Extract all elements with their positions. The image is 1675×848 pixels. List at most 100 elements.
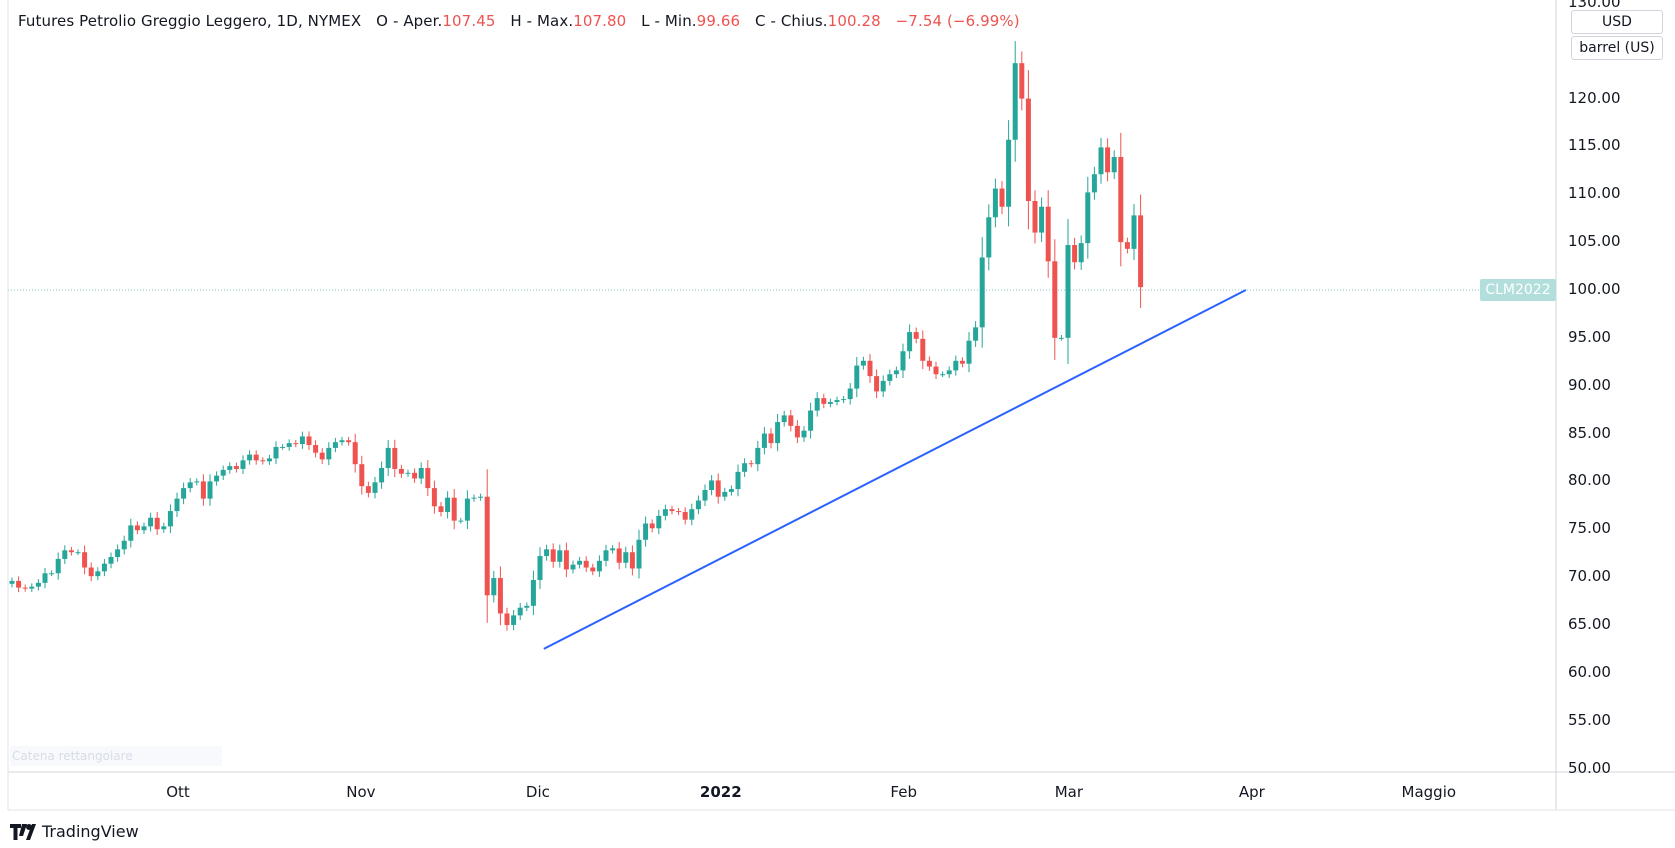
candle[interactable]	[794, 425, 800, 438]
candle[interactable]	[339, 440, 345, 443]
candle[interactable]	[676, 511, 682, 513]
candle[interactable]	[1091, 174, 1097, 193]
candle[interactable]	[874, 376, 880, 392]
candle[interactable]	[623, 552, 629, 563]
candle[interactable]	[986, 217, 992, 258]
candle[interactable]	[227, 466, 233, 470]
candle[interactable]	[722, 491, 728, 497]
candle[interactable]	[913, 332, 919, 339]
candle[interactable]	[649, 523, 655, 529]
candle[interactable]	[814, 398, 820, 411]
candle[interactable]	[332, 442, 338, 448]
candle[interactable]	[893, 370, 899, 375]
candle[interactable]	[1065, 245, 1071, 338]
candle[interactable]	[577, 560, 583, 565]
candle[interactable]	[900, 351, 906, 371]
candle[interactable]	[418, 468, 424, 479]
candle[interactable]	[319, 452, 325, 460]
candle[interactable]	[62, 550, 68, 559]
candle[interactable]	[715, 480, 721, 497]
candle[interactable]	[306, 436, 312, 446]
candle[interactable]	[220, 469, 226, 476]
candle[interactable]	[181, 488, 187, 499]
trendline[interactable]	[543, 289, 1247, 650]
candle[interactable]	[689, 509, 695, 520]
candle[interactable]	[154, 517, 160, 530]
candle[interactable]	[643, 523, 649, 540]
candle[interactable]	[550, 549, 556, 562]
candle[interactable]	[326, 447, 332, 460]
candle[interactable]	[1019, 63, 1025, 99]
candle[interactable]	[537, 556, 543, 580]
candle[interactable]	[656, 515, 662, 529]
candle[interactable]	[742, 463, 748, 472]
candle[interactable]	[973, 327, 979, 341]
candle[interactable]	[405, 472, 411, 474]
candle[interactable]	[1058, 337, 1064, 339]
candle[interactable]	[22, 587, 28, 589]
candle[interactable]	[445, 497, 451, 513]
candle[interactable]	[524, 605, 530, 608]
candle[interactable]	[603, 550, 609, 561]
candle[interactable]	[504, 613, 510, 625]
candle[interactable]	[313, 445, 319, 453]
candle[interactable]	[1039, 206, 1045, 233]
candle[interactable]	[709, 480, 715, 491]
candle[interactable]	[768, 433, 774, 444]
candle[interactable]	[42, 573, 48, 583]
candle[interactable]	[880, 380, 886, 392]
candle[interactable]	[801, 430, 807, 438]
candle[interactable]	[979, 257, 985, 328]
candle[interactable]	[392, 447, 398, 469]
candle[interactable]	[682, 512, 688, 520]
candle[interactable]	[9, 580, 15, 584]
candle[interactable]	[240, 460, 246, 469]
candle[interactable]	[161, 526, 167, 530]
candle[interactable]	[669, 509, 675, 512]
candle[interactable]	[933, 366, 939, 375]
candle[interactable]	[425, 468, 431, 489]
candle[interactable]	[748, 463, 754, 465]
candle[interactable]	[1085, 192, 1091, 244]
candle[interactable]	[497, 578, 503, 614]
candle[interactable]	[75, 552, 81, 554]
candle[interactable]	[827, 401, 833, 404]
candle[interactable]	[1105, 147, 1111, 173]
candle[interactable]	[359, 464, 365, 487]
candle[interactable]	[517, 607, 523, 616]
candle[interactable]	[953, 360, 959, 371]
candle[interactable]	[379, 468, 385, 483]
candle[interactable]	[999, 188, 1005, 207]
candle[interactable]	[1111, 156, 1117, 173]
candle[interactable]	[841, 399, 847, 401]
candle[interactable]	[247, 454, 253, 461]
candle[interactable]	[629, 552, 635, 569]
candle[interactable]	[1045, 206, 1051, 262]
candle[interactable]	[464, 498, 470, 521]
candle[interactable]	[273, 446, 279, 459]
candle[interactable]	[1124, 242, 1130, 249]
candle[interactable]	[728, 489, 734, 492]
candle[interactable]	[959, 360, 965, 364]
candle[interactable]	[280, 446, 286, 448]
candle[interactable]	[484, 496, 490, 596]
candle[interactable]	[412, 472, 418, 479]
candle[interactable]	[200, 481, 206, 499]
candle[interactable]	[458, 520, 464, 522]
candle[interactable]	[16, 580, 22, 588]
candle[interactable]	[1006, 139, 1012, 207]
candle[interactable]	[134, 525, 140, 531]
candle[interactable]	[82, 552, 88, 568]
candle[interactable]	[88, 567, 94, 577]
candle[interactable]	[451, 497, 457, 521]
candle[interactable]	[940, 374, 946, 376]
candle[interactable]	[860, 360, 866, 366]
candle[interactable]	[385, 447, 391, 469]
candle[interactable]	[530, 579, 536, 606]
candle[interactable]	[1131, 215, 1137, 249]
candle[interactable]	[478, 496, 484, 498]
candle[interactable]	[636, 539, 642, 569]
candle[interactable]	[214, 475, 220, 482]
candle[interactable]	[438, 506, 444, 513]
candle[interactable]	[590, 567, 596, 572]
